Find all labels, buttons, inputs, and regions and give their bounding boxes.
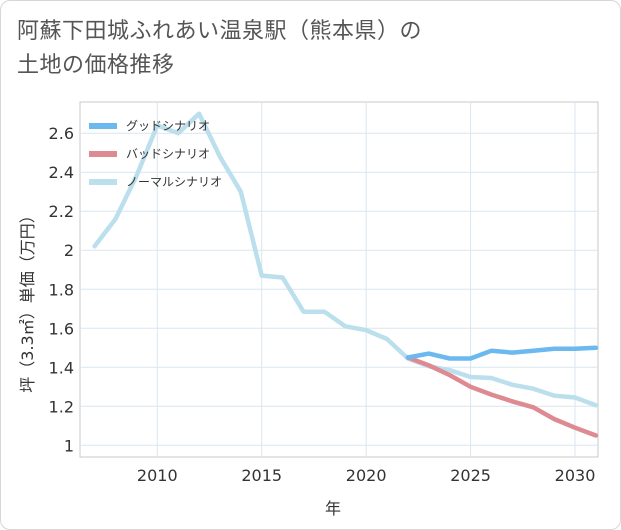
y-tick-label-4: 1.8: [49, 280, 74, 299]
chart-title-line-2: 土地の価格推移: [17, 53, 175, 78]
y-tick-label-2: 1.4: [49, 358, 74, 377]
series-line-0: [405, 345, 599, 361]
y-tick-label-5: 2: [64, 241, 74, 260]
y-axis-ticks: 1 1.2 1.4 1.6 1.8 2 2.2 2.4 2.6: [49, 124, 74, 455]
y-tick-label-0: 1: [64, 436, 74, 455]
x-tick-label-2020: 2020: [346, 466, 387, 485]
plot-area: [79, 101, 599, 458]
grid-lines: [80, 102, 598, 457]
y-tick-label-8: 2.6: [49, 124, 74, 143]
x-tick-label-2015: 2015: [241, 466, 282, 485]
legend-label-0: グッドシナリオ: [126, 119, 210, 133]
series-line-2: [92, 111, 599, 408]
x-tick-label-2030: 2030: [555, 466, 596, 485]
chart-title: 阿蘇下田城ふれあい温泉駅（熊本県）の 土地の価格推移: [17, 15, 537, 83]
x-axis-title: 年: [325, 499, 341, 518]
y-tick-label-1: 1.2: [49, 397, 74, 416]
y-tick-label-6: 2.2: [49, 202, 74, 221]
x-tick-label-2025: 2025: [450, 466, 491, 485]
legend-label-1: バッドシナリオ: [126, 147, 210, 161]
x-tick-label-2010: 2010: [137, 466, 178, 485]
chart-title-line-1: 阿蘇下田城ふれあい温泉駅（熊本県）の: [17, 19, 423, 44]
y-tick-label-7: 2.4: [49, 163, 74, 182]
y-axis-title: 坪（3.3㎡）単価（万円）: [18, 207, 37, 392]
series-lines: [92, 111, 599, 438]
x-axis-ticks: 2010 2015 2020 2025 2030: [137, 466, 595, 485]
series-line-1: [405, 355, 599, 438]
y-tick-label-3: 1.6: [49, 319, 74, 338]
legend-label-2: ノーマルシナリオ: [126, 175, 222, 189]
